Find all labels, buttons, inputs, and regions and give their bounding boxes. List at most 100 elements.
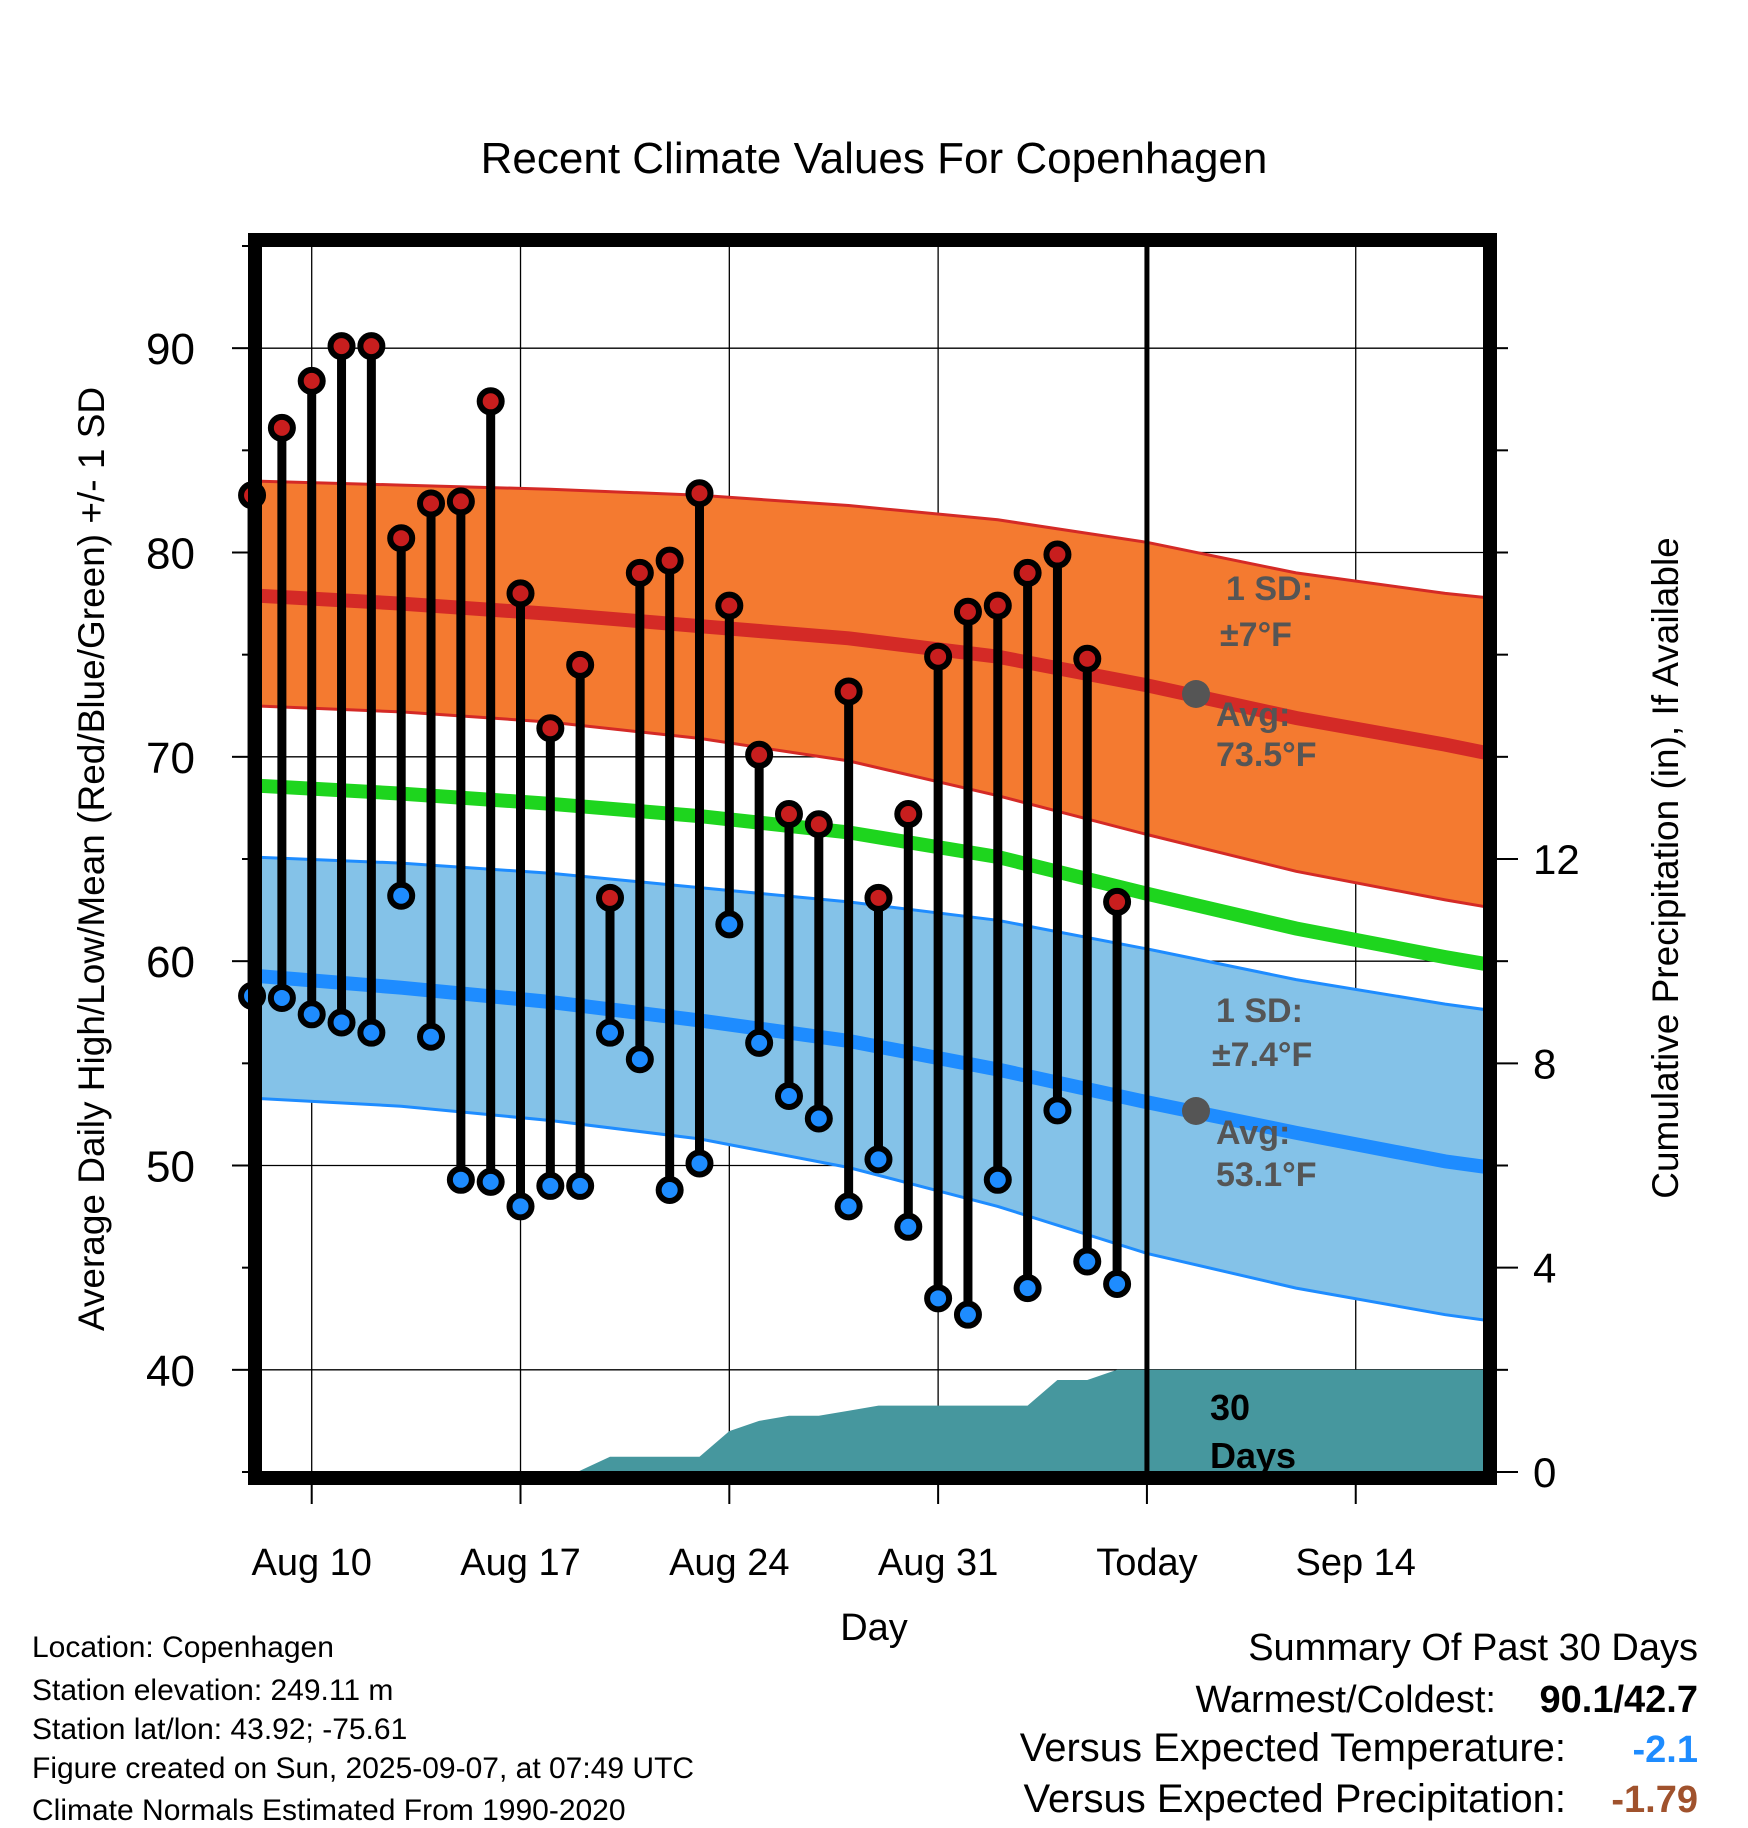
high-sd-band-lower-edge bbox=[261, 704, 1484, 909]
observed-low-point bbox=[506, 1192, 535, 1221]
observed-low-point bbox=[566, 1171, 595, 1200]
x-axis-label: Day bbox=[840, 1607, 908, 1649]
observed-low-point bbox=[774, 1082, 803, 1111]
observed-low-point bbox=[924, 1284, 953, 1313]
high-avg-value: 73.5°F bbox=[1216, 736, 1317, 774]
observed-low-point bbox=[834, 1192, 863, 1221]
plot-frame bbox=[248, 233, 1497, 1485]
low-sd-title: 1 SD: bbox=[1216, 992, 1303, 1030]
observed-low-point bbox=[357, 1018, 386, 1047]
observed-high-point bbox=[476, 387, 505, 416]
summary: Summary Of Past 30 Days Warmest/Coldest:… bbox=[1020, 1627, 1698, 1821]
observed-low-point bbox=[983, 1165, 1012, 1194]
observed-high-point bbox=[267, 413, 296, 442]
observed-high-point bbox=[924, 642, 953, 671]
observed-low-point bbox=[387, 881, 416, 910]
observed-low-point bbox=[536, 1171, 565, 1200]
x-tick-label: Today bbox=[1096, 1542, 1197, 1584]
observed-low-point bbox=[953, 1300, 982, 1329]
info-created: Figure created on Sun, 2025-09-07, at 07… bbox=[32, 1752, 694, 1785]
summary-warm-cold-label: Warmest/Coldest: bbox=[1195, 1679, 1496, 1721]
observed-low-point bbox=[327, 1008, 356, 1037]
observed-high-point bbox=[774, 800, 803, 829]
low-sd-value: ±7.4°F bbox=[1212, 1036, 1312, 1074]
observed-high-point bbox=[685, 479, 714, 508]
high-sd-band-upper-edge bbox=[261, 479, 1484, 599]
observed-high-point bbox=[387, 524, 416, 553]
observed-high-point bbox=[1043, 540, 1072, 569]
axis-ticks bbox=[232, 245, 1518, 1504]
normal-low-line bbox=[261, 969, 1484, 1174]
observed-low-point bbox=[894, 1212, 923, 1241]
observed-high-point bbox=[953, 597, 982, 626]
high-sd-value: ±7°F bbox=[1220, 616, 1292, 654]
summary-vs-temp-label: Versus Expected Temperature: bbox=[1020, 1726, 1566, 1770]
y-axis-label-right: Cumulative Precipitation (in), If Availa… bbox=[1645, 537, 1686, 1199]
observed-low-point bbox=[1013, 1274, 1042, 1303]
observed-high-point bbox=[834, 677, 863, 706]
observations-layer bbox=[238, 332, 1132, 1329]
precipitation-area bbox=[577, 1369, 1484, 1472]
left-tick-label: 90 bbox=[146, 325, 195, 374]
observed-low-point bbox=[1103, 1270, 1132, 1299]
axis-tick-labels: 40 50 60 70 80 90 0 4 8 12 Aug 10 Aug 17 Aug 24 Aug 3… bbox=[146, 325, 1580, 1584]
x-tick-label: Sep 14 bbox=[1296, 1542, 1416, 1584]
observed-high-point bbox=[983, 591, 1012, 620]
low-sd-band-lower-edge bbox=[261, 1097, 1484, 1322]
summary-title: Summary Of Past 30 Days bbox=[1248, 1627, 1698, 1669]
low-sd-band bbox=[261, 857, 1484, 1320]
x-tick-label: Aug 17 bbox=[460, 1542, 580, 1584]
observed-high-point bbox=[745, 740, 774, 769]
observed-high-point bbox=[357, 332, 386, 361]
observed-low-point bbox=[745, 1028, 774, 1057]
info-location: Location: Copenhagen bbox=[32, 1631, 334, 1664]
precipitation-area-layer bbox=[577, 1369, 1484, 1472]
low-avg-marker bbox=[1182, 1097, 1210, 1125]
low-avg-value: 53.1°F bbox=[1216, 1156, 1317, 1194]
high-sd-title: 1 SD: bbox=[1226, 570, 1313, 608]
observed-high-point bbox=[506, 579, 535, 608]
observed-high-point bbox=[596, 883, 625, 912]
observed-high-point bbox=[446, 487, 475, 516]
observed-low-point bbox=[655, 1176, 684, 1205]
precip-label-line1: 30 bbox=[1210, 1387, 1250, 1428]
observed-low-point bbox=[476, 1167, 505, 1196]
low-avg-title: Avg: bbox=[1216, 1114, 1290, 1152]
info-latlon: Station lat/lon: 43.92; -75.61 bbox=[32, 1713, 407, 1746]
info-normals-period: Climate Normals Estimated From 1990-2020 bbox=[32, 1794, 626, 1827]
normals-layer bbox=[261, 479, 1484, 1322]
precip-label-line2: Days bbox=[1210, 1435, 1296, 1476]
observed-low-point bbox=[446, 1165, 475, 1194]
info-elevation: Station elevation: 249.11 m bbox=[32, 1674, 393, 1707]
left-tick-label: 40 bbox=[146, 1347, 195, 1396]
observed-low-point bbox=[864, 1145, 893, 1174]
observed-low-point bbox=[267, 983, 296, 1012]
observed-high-point bbox=[566, 650, 595, 679]
observed-high-point bbox=[417, 489, 446, 518]
x-tick-label: Aug 10 bbox=[251, 1542, 371, 1584]
observed-high-point bbox=[1103, 887, 1132, 916]
left-tick-label: 70 bbox=[146, 734, 195, 783]
observed-high-point bbox=[327, 332, 356, 361]
observed-low-point bbox=[625, 1045, 654, 1074]
observed-low-point bbox=[804, 1104, 833, 1133]
observed-high-point bbox=[1013, 558, 1042, 587]
summary-vs-precip-label: Versus Expected Precipitation: bbox=[1023, 1777, 1566, 1821]
high-sd-band bbox=[261, 481, 1484, 907]
right-tick-label: 0 bbox=[1533, 1449, 1556, 1496]
observed-high-point bbox=[894, 800, 923, 829]
left-tick-label: 80 bbox=[146, 530, 195, 579]
normal-high-line bbox=[261, 588, 1484, 760]
normal-mean-line bbox=[261, 778, 1484, 971]
annotations: 1 SD: ±7°F Avg: 73.5°F 1 SD: ±7.4°F Avg:… bbox=[1182, 570, 1317, 1476]
observed-high-point bbox=[655, 546, 684, 575]
observed-high-point bbox=[625, 558, 654, 587]
y-axis-label-left: Average Daily High/Low/Mean (Red/Blue/Gr… bbox=[71, 387, 112, 1331]
observed-high-point bbox=[297, 366, 326, 395]
summary-vs-temp-value: -2.1 bbox=[1633, 1729, 1698, 1771]
observed-high-point bbox=[864, 883, 893, 912]
observed-low-point bbox=[685, 1149, 714, 1178]
summary-warm-cold-value: 90.1/42.7 bbox=[1540, 1679, 1698, 1721]
left-tick-label: 60 bbox=[146, 938, 195, 987]
